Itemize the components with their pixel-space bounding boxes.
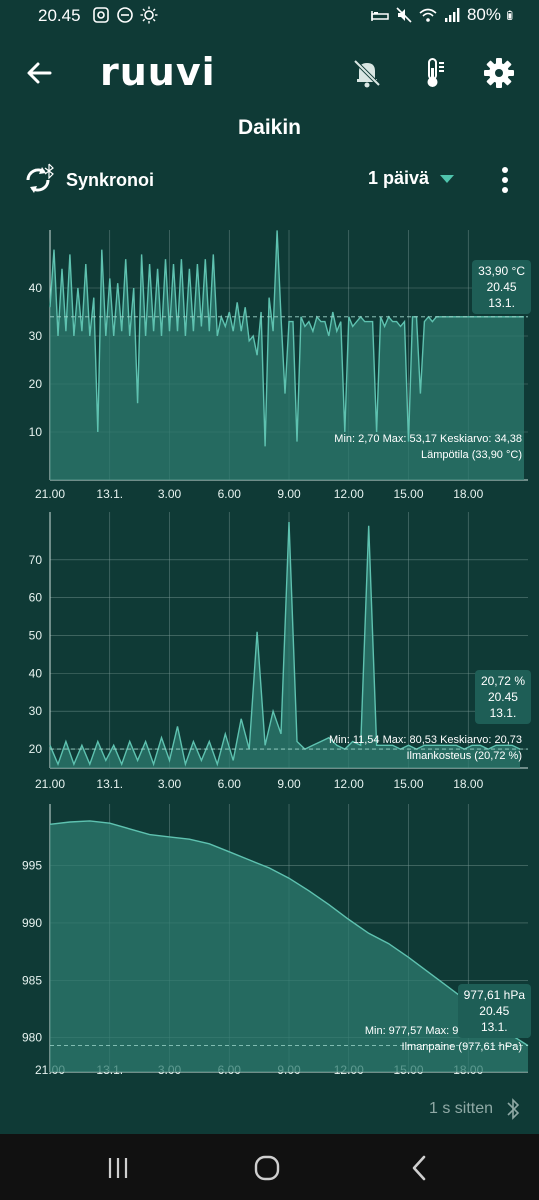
back-nav-icon[interactable] bbox=[404, 1152, 436, 1184]
y-tick-label: 20 bbox=[29, 742, 43, 756]
y-tick-label: 70 bbox=[29, 553, 43, 567]
series-line bbox=[49, 820, 529, 1047]
series-area bbox=[50, 820, 528, 1072]
badge-date: 13.1. bbox=[480, 1020, 508, 1034]
ruuvi-logo: ruuvi bbox=[100, 50, 216, 94]
y-tick-label: 30 bbox=[29, 329, 43, 343]
app-header: ruuvi bbox=[0, 40, 539, 104]
badge-date: 13.1. bbox=[488, 296, 515, 310]
y-tick-label: 40 bbox=[29, 666, 43, 680]
triangle-down-icon bbox=[440, 174, 455, 183]
more-vertical-icon[interactable] bbox=[496, 164, 514, 196]
humidity-chart-plot: 21.00 13.1. 3.00 6.00 9.00 12.00 15.00 18.00 20 3… bbox=[29, 512, 528, 791]
period-dropdown[interactable]: 1 päivä bbox=[368, 168, 455, 189]
minus-circle-icon bbox=[117, 7, 133, 23]
x-tick-label: 6.00 bbox=[218, 777, 242, 791]
chart-sensor-label: Lämpötila (33,90 °C) bbox=[421, 449, 522, 461]
humidity-value-badge: 20,72 % 20.45 13.1. bbox=[474, 670, 531, 724]
series-area bbox=[50, 230, 524, 480]
system-nav-bar bbox=[0, 1134, 539, 1200]
temperature-value-badge: 33,90 °C 20.45 13.1. bbox=[472, 260, 531, 314]
sync-label: Synkronoi bbox=[66, 169, 155, 190]
x-tick-label: 15.00 bbox=[393, 487, 423, 501]
pressure-value-badge: 977,61 hPa 20.45 13.1. bbox=[457, 984, 531, 1038]
updated-text: 1 s sitten bbox=[428, 1100, 493, 1117]
y-tick-label: 980 bbox=[22, 1031, 42, 1045]
badge-time: 20.45 bbox=[487, 690, 518, 704]
x-tick-label: 21.00 bbox=[35, 487, 65, 501]
x-tick-label: 18.00 bbox=[453, 777, 483, 791]
gallery-icon bbox=[93, 7, 109, 23]
badge-time: 20.45 bbox=[479, 1004, 510, 1018]
x-tick-label: 3.00 bbox=[158, 777, 182, 791]
recent-apps-icon[interactable] bbox=[102, 1152, 134, 1184]
toolbar: Synkronoi 1 päivä bbox=[0, 160, 539, 200]
status-time: 20.45 bbox=[38, 6, 81, 25]
temperature-chart-plot: 21.00 13.1. 3.00 6.00 9.00 12.00 15.00 18.00 10 2… bbox=[29, 230, 528, 501]
y-tick-label: 995 bbox=[22, 859, 42, 873]
y-tick-label: 60 bbox=[29, 591, 43, 605]
y-tick-label: 50 bbox=[29, 629, 43, 643]
mute-icon bbox=[396, 7, 412, 23]
temperature-chart[interactable]: 21.00 13.1. 3.00 6.00 9.00 12.00 15.00 18.00 10 2… bbox=[0, 214, 539, 510]
y-tick-label: 985 bbox=[22, 973, 42, 987]
x-tick-label: 6.00 bbox=[218, 487, 242, 501]
gear-icon[interactable] bbox=[482, 56, 516, 90]
sync-button[interactable]: Synkronoi bbox=[20, 162, 154, 198]
y-tick-label: 990 bbox=[22, 916, 42, 930]
series-line bbox=[49, 521, 521, 767]
status-right: 80% bbox=[371, 5, 517, 25]
x-tick-label: 13.1. bbox=[96, 777, 123, 791]
badge-value: 20,72 % bbox=[480, 674, 525, 688]
x-tick-label: 13.1. bbox=[96, 487, 123, 501]
x-tick-label: 12.00 bbox=[334, 777, 364, 791]
badge-value: 977,61 hPa bbox=[463, 988, 525, 1002]
x-tick-label: 9.00 bbox=[277, 487, 301, 501]
bluetooth-icon bbox=[507, 1098, 520, 1120]
bed-icon bbox=[371, 11, 389, 21]
back-arrow-icon[interactable] bbox=[22, 56, 56, 90]
wifi-icon bbox=[419, 8, 437, 22]
battery-icon bbox=[507, 10, 513, 20]
badge-value: 33,90 °C bbox=[478, 264, 525, 278]
thermometer-icon[interactable] bbox=[418, 56, 452, 90]
x-tick-label: 15.00 bbox=[393, 777, 423, 791]
period-label: 1 päivä bbox=[368, 168, 430, 188]
y-tick-label: 10 bbox=[29, 425, 43, 439]
x-tick-label: 3.00 bbox=[158, 487, 182, 501]
status-left-icons bbox=[92, 6, 158, 24]
y-tick-label: 40 bbox=[29, 281, 43, 295]
x-tick-label: 21.00 bbox=[35, 777, 65, 791]
x-tick-label: 9.00 bbox=[277, 777, 301, 791]
pressure-chart-plot: 21.0013.1.3.006.009.0012.0015.0018.00980… bbox=[22, 804, 529, 1077]
battery-percent: 80% bbox=[466, 5, 501, 24]
bell-off-icon[interactable] bbox=[350, 56, 384, 90]
chart-sensor-label: Ilmanpaine (977,61 hPa) bbox=[402, 1041, 522, 1053]
last-updated: 1 s sitten bbox=[429, 1096, 521, 1122]
sync-bluetooth-icon bbox=[26, 163, 54, 193]
signal-icon bbox=[444, 8, 460, 22]
brightness-icon bbox=[140, 6, 158, 24]
home-icon[interactable] bbox=[251, 1152, 283, 1184]
page-title: Daikin bbox=[237, 116, 302, 139]
status-bar: 20.45 80% bbox=[0, 0, 539, 34]
humidity-chart[interactable]: 21.00 13.1. 3.00 6.00 9.00 12.00 15.00 18.00 20 3… bbox=[0, 510, 539, 800]
y-tick-label: 20 bbox=[29, 377, 43, 391]
y-tick-label: 30 bbox=[29, 704, 43, 718]
badge-time: 20.45 bbox=[486, 280, 517, 294]
chart-stats: Min: 2,70 Max: 53,17 Keskiarvo: 34,38 bbox=[334, 433, 522, 445]
x-tick-label: 18.00 bbox=[453, 487, 483, 501]
chart-sensor-label: Ilmankosteus (20,72 %) bbox=[406, 750, 522, 762]
pressure-chart[interactable]: 21.0013.1.3.006.009.0012.0015.0018.00980… bbox=[0, 800, 539, 1088]
badge-date: 13.1. bbox=[489, 706, 517, 720]
chart-stats: Min: 11,54 Max: 80,53 Keskiarvo: 20,73 bbox=[329, 734, 522, 746]
x-tick-label: 12.00 bbox=[334, 487, 364, 501]
